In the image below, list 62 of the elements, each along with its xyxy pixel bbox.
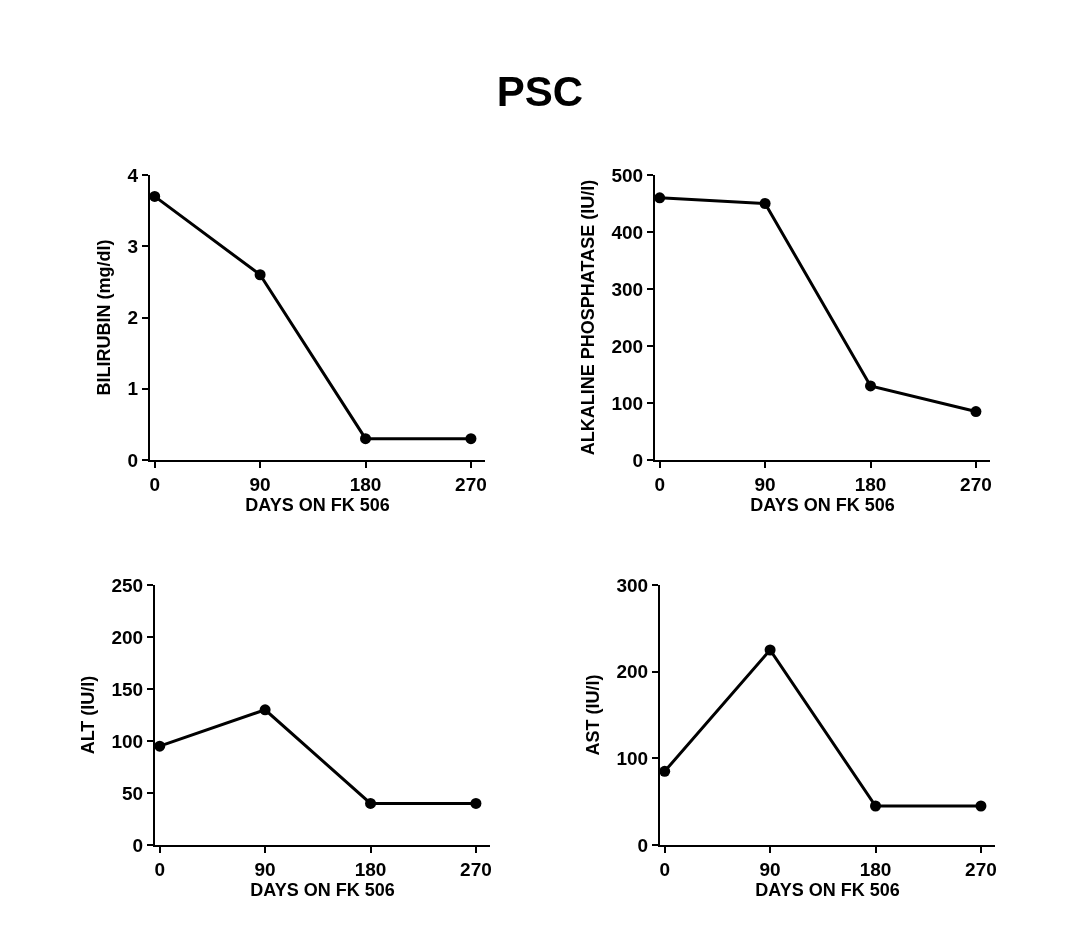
x-tick-label: 90	[754, 473, 776, 495]
x-tick-label: 270	[455, 473, 487, 495]
y-tick-label: 200	[616, 661, 649, 683]
y-tick-label: 200	[611, 335, 644, 357]
x-tick-label: 270	[960, 473, 992, 495]
point	[970, 406, 982, 418]
x-tick-label: 180	[354, 858, 387, 880]
point	[149, 190, 161, 202]
point	[465, 433, 477, 445]
point	[865, 380, 877, 392]
y-tick-label: 400	[611, 221, 644, 243]
y-tick-label: 300	[616, 574, 649, 596]
point	[654, 192, 666, 204]
point	[759, 198, 771, 209]
y-tick-label: 250	[111, 574, 144, 596]
point	[360, 433, 372, 445]
x-tick-label: 180	[854, 473, 887, 495]
y-tick-label: 200	[111, 626, 144, 648]
y-tick-label: 0	[637, 834, 649, 856]
y-tick-label: 100	[611, 392, 644, 414]
x-tick-label: 0	[154, 858, 165, 880]
y-axis-title: BILIRUBIN (mg/dl)	[94, 239, 115, 396]
y-tick-label: 50	[122, 782, 144, 804]
point	[154, 740, 166, 752]
point	[470, 797, 482, 809]
x-tick-label: 90	[759, 858, 781, 880]
y-tick-label: 1	[127, 378, 139, 400]
y-tick-label: 0	[127, 449, 139, 471]
y-tick-label: 3	[127, 235, 139, 257]
x-tick-label: 180	[349, 473, 382, 495]
x-tick-label: 0	[659, 858, 670, 880]
point	[259, 704, 271, 716]
point	[870, 800, 882, 812]
point	[254, 269, 266, 281]
x-axis-title: DAYS ON FK 506	[750, 494, 895, 515]
chart-title: PSC	[495, 68, 585, 116]
point	[975, 800, 987, 812]
y-tick-label: 100	[616, 747, 649, 769]
x-tick-label: 270	[460, 858, 492, 880]
x-tick-label: 0	[149, 473, 160, 495]
x-tick-label: 270	[965, 858, 997, 880]
y-tick-label: 4	[127, 164, 139, 186]
x-tick-label: 0	[654, 473, 665, 495]
y-axis-title: ALKALINE PHOSPHATASE (IU/l)	[578, 179, 599, 456]
y-tick-label: 100	[111, 730, 144, 752]
y-tick-label: 0	[132, 834, 144, 856]
point	[659, 765, 671, 777]
x-tick-label: 90	[249, 473, 271, 495]
y-tick-label: 2	[127, 307, 139, 329]
x-tick-label: 180	[859, 858, 892, 880]
point	[764, 644, 776, 656]
x-tick-label: 90	[254, 858, 276, 880]
y-tick-label: 0	[632, 449, 644, 471]
x-axis-title: DAYS ON FK 506	[245, 494, 390, 515]
y-tick-label: 150	[111, 678, 144, 700]
point	[365, 797, 377, 809]
y-tick-label: 300	[611, 278, 644, 300]
x-axis-title: DAYS ON FK 506	[250, 879, 395, 900]
y-axis-title: AST (IU/l)	[583, 674, 604, 756]
x-axis-title: DAYS ON FK 506	[755, 879, 900, 900]
y-axis-title: ALT (IU/l)	[78, 675, 99, 755]
y-tick-label: 500	[611, 164, 644, 186]
